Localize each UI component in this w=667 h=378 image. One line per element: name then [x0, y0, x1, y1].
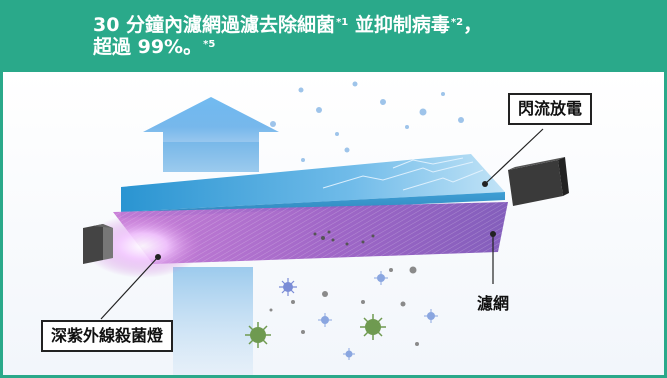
headline-line1-prefix: 30 分鐘內濾網過濾去除細菌 — [93, 14, 336, 36]
virus-icon — [360, 314, 386, 340]
clean-air-particles — [270, 81, 464, 162]
headline-text: 30 分鐘內濾網過濾去除細菌*1 並抑制病毒*2， 超過 99%。*5 — [93, 14, 653, 58]
virus-icon — [279, 278, 297, 296]
headline-banner: 30 分鐘內濾網過濾去除細菌*1 並抑制病毒*2， 超過 99%。*5 — [3, 3, 664, 72]
virus-icon — [374, 271, 388, 285]
footnote-marker-1: *1 — [336, 17, 349, 28]
discharge-label: 閃流放電 — [508, 93, 593, 125]
dust-particles — [269, 266, 419, 346]
headline-line1-mid: 並抑制病毒 — [348, 14, 450, 36]
uv-lamp-label: 深紫外線殺菌燈 — [41, 320, 174, 352]
blue-filter-layer — [121, 154, 505, 212]
callout-lines — [100, 128, 544, 320]
airflow-intake-icon — [173, 267, 253, 375]
virus-icons — [245, 271, 438, 360]
headline-line1-suffix: ， — [463, 14, 483, 36]
virus-icon — [424, 309, 438, 323]
filter-scene: 閃流放電 濾網 深紫外線殺菌燈 — [3, 72, 664, 375]
headline-line2: 超過 99%。 — [93, 36, 203, 58]
uv-lamp-icon — [83, 214, 203, 278]
virus-icon — [245, 322, 271, 348]
discharge-unit-icon — [508, 157, 569, 206]
footnote-marker-2: *2 — [450, 17, 464, 28]
captured-dust — [313, 230, 375, 246]
virus-icon — [318, 313, 332, 327]
footnote-marker-5: *5 — [203, 39, 216, 50]
filter-label: 濾網 — [477, 294, 510, 313]
virus-icon — [343, 348, 355, 360]
discharge-lightning — [322, 157, 484, 191]
